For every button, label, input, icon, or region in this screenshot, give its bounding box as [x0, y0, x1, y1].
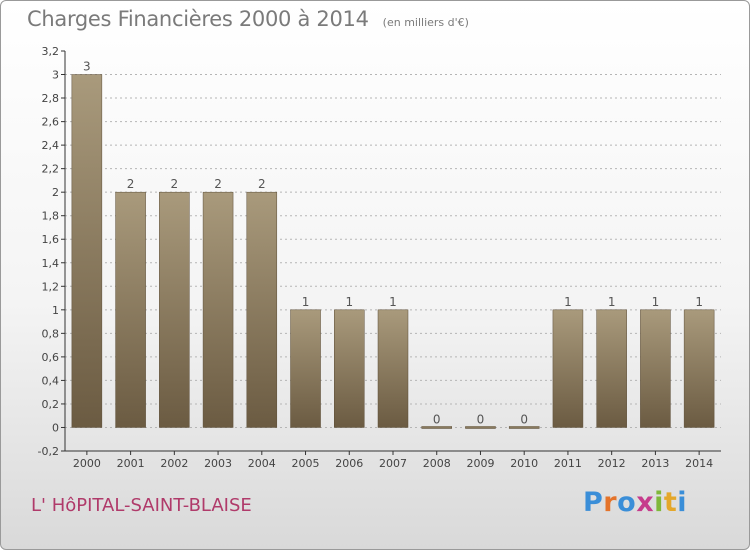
y-tick-label: 2: [52, 186, 59, 199]
logo-letter: P: [583, 487, 604, 518]
y-tick-label: 0,6: [42, 351, 60, 364]
y-tick-label: 3: [52, 69, 59, 82]
bar-2007: [377, 309, 409, 428]
y-tick-label: 0: [52, 421, 59, 434]
y-tick-label: 0,2: [42, 398, 60, 411]
bar-2000: [71, 74, 103, 428]
bar-2001: [115, 191, 146, 428]
chart-title: Charges Financières 2000 à 2014 (en milli…: [27, 7, 469, 31]
data-label: 2: [214, 177, 222, 191]
bars: [71, 74, 715, 429]
y-tick-label: -0,2: [38, 445, 59, 458]
bar-2011: [552, 309, 584, 428]
proxiti-logo: Proxiti: [583, 487, 687, 518]
x-tick-label: 2007: [379, 457, 407, 470]
x-tick-label: 2006: [335, 457, 363, 470]
y-tick-label: 2,6: [42, 116, 60, 129]
x-tick-label: 2002: [160, 457, 188, 470]
data-label: 0: [477, 412, 485, 426]
data-label: 3: [83, 60, 91, 74]
logo-letter: i: [654, 487, 664, 518]
bar-2004: [246, 191, 278, 428]
location-name: L' HôPITAL-SAINT-BLAISE: [31, 495, 252, 516]
x-tick-label: 2009: [466, 457, 494, 470]
bar-2006: [334, 309, 365, 428]
data-label: 2: [171, 177, 179, 191]
chart-unit: (en milliers d'€): [382, 16, 469, 29]
logo-letter: o: [617, 487, 637, 518]
data-label: 1: [389, 295, 397, 309]
bar-2008: [421, 426, 452, 429]
x-tick-label: 2001: [117, 457, 145, 470]
x-tick-label: 2003: [204, 457, 232, 470]
bar-2012: [596, 309, 627, 428]
x-tick-label: 2013: [641, 457, 669, 470]
y-tick-label: 2,2: [42, 163, 60, 176]
x-tick-label: 2010: [510, 457, 538, 470]
bar-2013: [640, 309, 671, 428]
x-tick-label: 2000: [73, 457, 101, 470]
labels: -0,2 0 0,2 0,4 0,6 0,8 1 1,2 1,4 1,6 1,8 2 2,2 2,4 2,6…: [38, 45, 714, 470]
y-tick-label: 1: [52, 304, 59, 317]
data-label: 1: [564, 295, 572, 309]
data-label: 1: [695, 295, 703, 309]
bar-2002: [159, 191, 190, 428]
bar-2010: [508, 426, 540, 429]
logo-letter: x: [636, 487, 655, 518]
y-tick-label: 2,8: [42, 92, 60, 105]
y-tick-label: 0,4: [42, 374, 60, 387]
y-tick-label: 1,4: [42, 257, 60, 270]
data-label: 1: [608, 295, 616, 309]
bar-2014: [683, 309, 715, 428]
data-label: 1: [345, 295, 353, 309]
x-tick-label: 2012: [598, 457, 626, 470]
bar-2003: [202, 191, 234, 428]
y-tick-label: 2,4: [42, 139, 60, 152]
x-tick-label: 2008: [423, 457, 451, 470]
logo-letter: t: [663, 487, 678, 518]
x-tick-label: 2014: [685, 457, 713, 470]
y-tick-label: 1,8: [42, 210, 60, 223]
data-label: 1: [302, 295, 310, 309]
logo-letter: r: [603, 487, 618, 518]
data-label: 2: [258, 177, 266, 191]
axes: [61, 50, 721, 455]
bar-2009: [465, 426, 496, 429]
y-tick-label: 1,6: [42, 233, 60, 246]
y-tick-label: 1,2: [42, 280, 60, 293]
data-label: 0: [520, 412, 528, 426]
y-tick-label: 3,2: [42, 45, 60, 58]
data-label: 2: [127, 177, 135, 191]
data-label: 0: [433, 412, 441, 426]
bar-2005: [290, 309, 321, 428]
x-tick-label: 2004: [248, 457, 276, 470]
y-tick-label: 0,8: [42, 327, 60, 340]
data-label: 1: [652, 295, 660, 309]
x-tick-label: 2011: [554, 457, 582, 470]
x-tick-label: 2005: [292, 457, 320, 470]
logo-letter: i: [677, 487, 688, 518]
chart-title-text: Charges Financières 2000 à 2014: [27, 7, 369, 31]
